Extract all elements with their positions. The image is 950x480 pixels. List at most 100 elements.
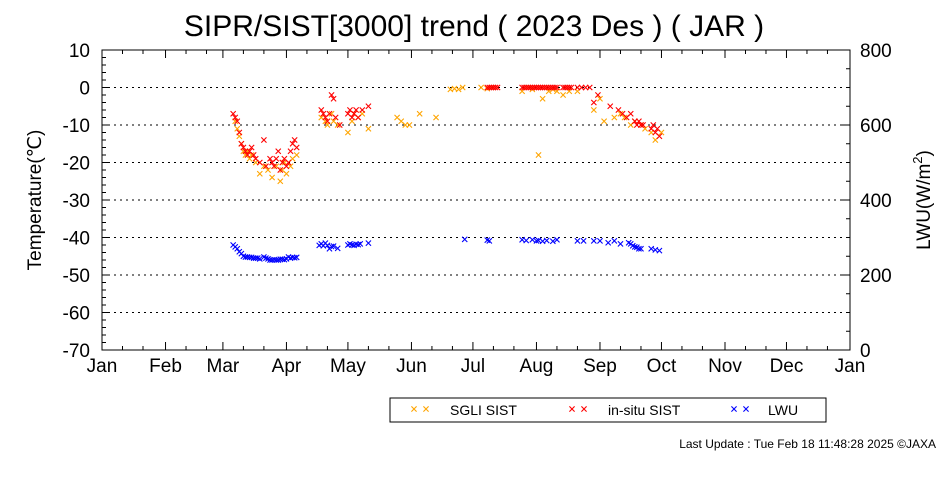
data-point [631, 243, 638, 250]
x-tick-label: Mar [207, 356, 240, 377]
series-in-situ-sist [230, 84, 663, 173]
legend-markers [411, 406, 749, 412]
data-point [406, 122, 413, 128]
data-point [256, 170, 263, 177]
data-point [328, 92, 335, 98]
data-point [637, 122, 644, 128]
data-point [353, 107, 360, 113]
x-tick-label: Jul [461, 356, 485, 377]
data-point [334, 245, 341, 252]
data-point [324, 118, 331, 125]
y-axis-right: 800 600 400 200 0 [842, 41, 892, 362]
y2-tick-label: 200 [860, 266, 892, 287]
legend-sgli-label: SGLI SIST [450, 402, 517, 418]
data-point [238, 140, 245, 147]
data-point [627, 110, 634, 117]
data-point [236, 129, 243, 136]
data-point [568, 84, 575, 91]
data-point [320, 110, 327, 117]
data-point [654, 125, 661, 132]
data-point [324, 242, 331, 249]
y-tick-label: -20 [63, 154, 90, 175]
y-tick-label: -60 [63, 304, 90, 325]
data-point [596, 95, 603, 102]
data-point [590, 107, 597, 113]
data-point [365, 240, 372, 247]
data-point [256, 159, 263, 166]
data-point [586, 84, 593, 91]
y-axis-left: 10 0 -10 -20 -30 -40 -50 -60 -70 [63, 41, 110, 362]
legend-insitu-label: in-situ SIST [608, 402, 681, 418]
data-point [230, 110, 237, 117]
data-point [611, 114, 618, 121]
data-point [248, 144, 255, 151]
data-point [250, 152, 257, 158]
data-point [455, 86, 462, 93]
data-point [656, 247, 663, 254]
data-point [287, 148, 294, 155]
data-point [330, 243, 337, 250]
data-point [486, 237, 493, 244]
data-point [494, 84, 501, 91]
data-point [648, 245, 655, 252]
data-point [553, 236, 560, 243]
y2-tick-label: 400 [860, 191, 892, 212]
data-point [269, 174, 276, 181]
x-tick-label: May [330, 356, 366, 377]
data-point [459, 84, 466, 91]
data-point [535, 152, 542, 158]
y2-tick-label: 600 [860, 116, 892, 137]
data-point [574, 237, 581, 244]
y-axis-label: Temperature(℃) [25, 130, 46, 271]
y-tick-label: 10 [69, 41, 90, 62]
data-point [549, 238, 556, 245]
data-point [283, 170, 290, 177]
y-tick-label: -30 [63, 191, 90, 212]
data-point [271, 163, 278, 170]
data-point [328, 243, 335, 250]
x-tick-label: Jan [87, 356, 118, 377]
data-point [330, 95, 337, 102]
data-point [640, 122, 647, 128]
x-tick-label: Jun [396, 356, 427, 377]
data-point [293, 152, 300, 158]
x-tick-label: Sep [583, 356, 617, 377]
data-point [590, 99, 597, 106]
data-point [349, 114, 356, 121]
data-point [635, 245, 642, 252]
data-point [318, 107, 325, 113]
data-point [365, 103, 372, 110]
data-point [344, 129, 351, 136]
legend: SGLI SIST in-situ SIST LWU [389, 397, 827, 423]
data-point [293, 144, 300, 151]
y-tick-label: 0 [79, 79, 90, 100]
data-point [359, 107, 366, 113]
data-point [291, 254, 298, 261]
data-point [260, 137, 267, 143]
data-point [478, 84, 485, 91]
data-point [523, 237, 530, 244]
data-point [357, 240, 364, 247]
data-point [611, 237, 618, 244]
y-tick-label: -70 [63, 341, 90, 362]
data-point [234, 118, 241, 125]
data-point [265, 167, 271, 173]
data-point [293, 254, 300, 261]
data-point [256, 255, 263, 262]
legend-lwu-label: LWU [768, 402, 798, 418]
series-sgli-sist [232, 84, 665, 185]
y-tick-label: -50 [63, 266, 90, 287]
data-point [277, 167, 284, 173]
data-point [621, 114, 628, 121]
data-point [334, 122, 341, 128]
data-point [291, 137, 298, 143]
data-points [230, 84, 665, 263]
y-tick-label: -40 [63, 229, 90, 250]
data-point [232, 114, 239, 121]
x-tick-label: Aug [520, 356, 554, 377]
data-point [596, 237, 603, 244]
data-point [234, 245, 241, 252]
data-point [277, 178, 284, 185]
x-tick-label: Oct [647, 356, 677, 377]
last-update-footer: Last Update : Tue Feb 18 11:48:28 2025 ©… [679, 437, 936, 451]
